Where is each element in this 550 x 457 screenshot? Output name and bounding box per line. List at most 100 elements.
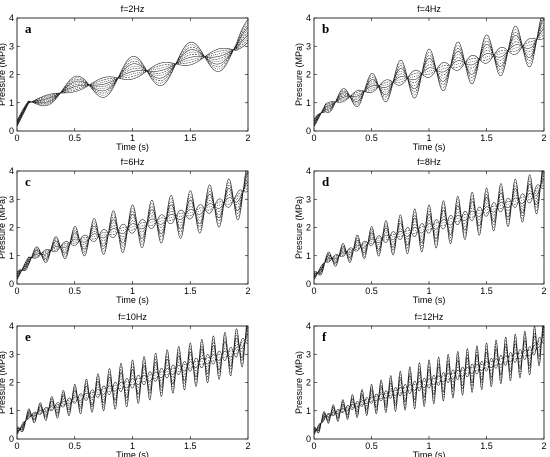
series-line-7 [17, 326, 248, 431]
x-tick-label: 2 [245, 286, 250, 296]
y-tick-label: 4 [306, 166, 311, 176]
series-line-1 [17, 337, 248, 435]
series-line-3 [314, 336, 544, 434]
panel-title: f=12Hz [415, 312, 444, 322]
series-line-8 [17, 24, 248, 123]
plot-frame [313, 170, 545, 285]
x-tick-label: 1.5 [480, 133, 493, 143]
panel-b: 0 0.5 1 1.5 2 0 1 2 3 4 f=4Hz b Time (s) Pressure (MP… [294, 4, 547, 152]
curve-group [17, 19, 248, 127]
y-tick-label: 4 [9, 13, 14, 23]
y-tick-label: 3 [9, 194, 14, 204]
curve-group [314, 326, 544, 435]
series-line-6 [17, 29, 248, 124]
y-tick-label: 4 [306, 321, 311, 331]
x-tick-label: 1.5 [480, 286, 493, 296]
series-line-9 [314, 171, 544, 275]
series-line-3 [314, 181, 544, 279]
curve-group [17, 326, 248, 435]
y-tick-label: 1 [9, 98, 14, 108]
panel-letter: e [25, 329, 31, 344]
panel-title: f=8Hz [417, 157, 441, 167]
y-tick-label: 2 [9, 70, 14, 80]
series-line-10 [17, 326, 248, 433]
x-tick-label: 0 [14, 286, 19, 296]
y-axis-label: Pressure (MPa) [294, 196, 304, 259]
series-line-4 [17, 333, 248, 433]
y-tick-label: 3 [306, 349, 311, 359]
curve-group [314, 18, 544, 127]
panel-d: 0 0.5 1 1.5 2 0 1 2 3 4 f=8Hz d Time (s) Pressure (MP… [294, 157, 547, 305]
series-line-7 [314, 326, 544, 431]
y-tick-label: 4 [306, 13, 311, 23]
x-tick-label: 1 [130, 441, 135, 451]
x-tick-label: 1.5 [480, 441, 493, 451]
series-line-10 [314, 18, 544, 120]
y-axis-label: Pressure (MPa) [0, 43, 7, 106]
panel-a: 0 0.5 1 1.5 2 0 1 2 3 4 f=2Hz a Time (s) Pressure (MP… [0, 4, 251, 152]
series-line-2 [17, 39, 248, 126]
x-axis-label: Time (s) [116, 295, 149, 305]
series-line-5 [17, 32, 248, 125]
series-line-6 [17, 174, 248, 276]
series-line-2 [314, 34, 544, 127]
x-tick-label: 0 [311, 286, 316, 296]
series-line-1 [17, 189, 248, 280]
series-line-9 [314, 326, 544, 433]
x-tick-label: 0 [311, 441, 316, 451]
series-line-5 [314, 25, 544, 124]
x-tick-label: 1 [130, 133, 135, 143]
y-tick-label: 2 [306, 378, 311, 388]
y-tick-label: 0 [9, 126, 14, 136]
series-line-8 [17, 326, 248, 431]
y-tick-label: 3 [9, 41, 14, 51]
panel-title: f=6Hz [121, 157, 145, 167]
y-tick-label: 2 [9, 223, 14, 233]
x-tick-label: 2 [541, 286, 546, 296]
series-line-9 [314, 18, 544, 121]
y-axis-label: Pressure (MPa) [294, 43, 304, 106]
series-line-3 [17, 336, 248, 434]
y-tick-label: 0 [306, 279, 311, 289]
x-tick-label: 1 [426, 441, 431, 451]
y-tick-label: 0 [306, 126, 311, 136]
series-line-4 [17, 34, 248, 125]
x-axis-label: Time (s) [413, 295, 446, 305]
panel-e: 0 0.5 1 1.5 2 0 1 2 3 4 f=10Hz e Time (s) Pressure (M… [0, 312, 251, 457]
series-line-5 [17, 178, 248, 277]
series-line-10 [314, 326, 544, 434]
series-line-2 [314, 184, 544, 280]
x-axis-label: Time (s) [116, 450, 149, 457]
series-line-1 [314, 37, 544, 127]
x-tick-label: 0 [14, 441, 19, 451]
series-line-3 [314, 31, 544, 126]
series-line-5 [314, 175, 544, 277]
series-line-7 [314, 18, 544, 123]
y-tick-label: 1 [9, 251, 14, 261]
x-tick-label: 2 [245, 133, 250, 143]
y-axis-label: Pressure (MPa) [294, 351, 304, 414]
series-line-6 [314, 21, 544, 123]
series-line-5 [314, 330, 544, 432]
plot-frame [313, 17, 545, 132]
y-tick-label: 0 [9, 434, 14, 444]
x-tick-label: 0.5 [365, 286, 378, 296]
series-line-2 [314, 339, 544, 435]
x-axis-label: Time (s) [116, 142, 149, 152]
x-tick-label: 1 [130, 286, 135, 296]
x-axis-label: Time (s) [413, 450, 446, 457]
panel-title: f=2Hz [121, 4, 145, 14]
series-line-8 [314, 18, 544, 122]
y-tick-label: 1 [306, 251, 311, 261]
x-axis-label: Time (s) [413, 142, 446, 152]
x-tick-label: 2 [541, 441, 546, 451]
series-line-10 [314, 171, 544, 276]
x-tick-label: 0.5 [68, 441, 81, 451]
panel-letter: c [25, 174, 31, 189]
series-line-4 [314, 333, 544, 433]
series-line-4 [314, 28, 544, 125]
panel-title: f=10Hz [118, 312, 147, 322]
series-line-2 [17, 187, 248, 280]
x-tick-label: 0.5 [365, 133, 378, 143]
panel-title: f=4Hz [417, 4, 441, 14]
